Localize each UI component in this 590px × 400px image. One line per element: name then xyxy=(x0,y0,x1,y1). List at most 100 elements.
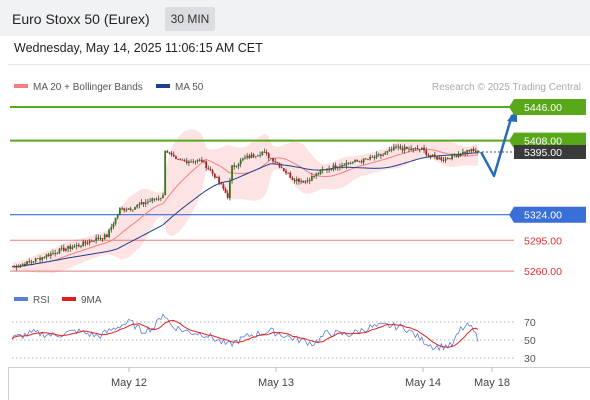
candle-body xyxy=(468,149,471,152)
candle-body xyxy=(464,151,466,153)
candle-body xyxy=(99,238,102,240)
rsi-9ma-line xyxy=(11,319,479,348)
candle-body xyxy=(196,160,199,162)
candle-body xyxy=(131,209,134,211)
candle-body xyxy=(390,149,393,151)
ma50-line xyxy=(11,152,479,268)
instrument-title: Euro Stoxx 50 (Eurex) xyxy=(12,11,150,27)
candle-body xyxy=(326,169,328,171)
last-price-label: 5395.00 xyxy=(524,147,562,159)
candle-body xyxy=(47,254,50,257)
time-tick-label: May 13 xyxy=(258,377,294,389)
level-label-5260.00: 5260.00 xyxy=(524,266,562,278)
candle-body xyxy=(19,264,22,267)
candle-body xyxy=(67,246,69,249)
candle-body xyxy=(90,240,93,242)
candle-body xyxy=(71,247,74,249)
candle-body xyxy=(440,157,443,161)
candle-body xyxy=(192,161,195,163)
candle-body xyxy=(142,202,145,205)
candle-body xyxy=(388,149,391,152)
candle-body xyxy=(347,162,350,164)
candle-body xyxy=(319,170,322,174)
candle-body xyxy=(451,154,454,160)
candle-body xyxy=(118,208,121,215)
candle-body xyxy=(291,177,294,181)
candle-body xyxy=(244,157,246,159)
candle-body xyxy=(367,159,369,161)
candle-body xyxy=(421,147,423,150)
candle-body xyxy=(49,253,52,257)
candle-body xyxy=(310,176,313,181)
candle-body xyxy=(416,148,419,150)
candle-body xyxy=(181,159,184,161)
candle-body xyxy=(272,157,274,162)
candle-body xyxy=(287,172,290,174)
candle-body xyxy=(280,167,283,169)
candle-body xyxy=(168,152,171,154)
candle-body xyxy=(213,173,216,178)
candle-body xyxy=(52,253,54,254)
candle-body xyxy=(164,151,167,196)
candle-body xyxy=(166,151,169,153)
candle-body xyxy=(129,208,132,210)
candle-body xyxy=(56,253,59,255)
candle-body xyxy=(127,208,130,210)
candle-body xyxy=(209,169,212,171)
candle-body xyxy=(220,182,223,185)
legend-rsi-swatch xyxy=(14,297,28,301)
candle-body xyxy=(112,223,115,228)
legend-ma20-swatch xyxy=(14,84,28,88)
candle-body xyxy=(274,161,277,163)
candle-body xyxy=(110,227,113,230)
legend-ma50-label: MA 50 xyxy=(175,82,204,93)
candle-body xyxy=(254,156,257,158)
candle-body xyxy=(259,154,262,156)
time-axis: May 12 May 13 May 14 May 18 xyxy=(111,367,510,389)
candle-body xyxy=(179,159,182,161)
time-axis-frame xyxy=(8,367,590,400)
candle-body xyxy=(86,243,89,244)
level-label-5324.00: 5324.00 xyxy=(524,210,562,222)
candle-body xyxy=(351,161,354,164)
candle-body xyxy=(75,245,78,247)
interval-button[interactable]: 30 MIN xyxy=(165,7,215,31)
ma20-line xyxy=(11,148,479,268)
candle-body xyxy=(418,149,421,151)
candle-body xyxy=(263,151,266,153)
candle-body xyxy=(293,180,296,182)
candle-body xyxy=(218,177,221,183)
candle-body xyxy=(298,178,300,182)
candle-body xyxy=(300,180,302,182)
candle-body xyxy=(15,265,18,268)
candle-body xyxy=(26,261,29,266)
candle-body xyxy=(175,156,177,159)
rsi-tick-50: 50 xyxy=(524,335,536,347)
candle-body xyxy=(203,161,205,163)
candle-body xyxy=(136,205,139,208)
candle-body xyxy=(200,159,203,162)
candle-body xyxy=(410,148,413,150)
candle-body xyxy=(41,257,44,260)
candle-body xyxy=(332,165,335,170)
candle-body xyxy=(382,154,384,156)
candle-body xyxy=(362,158,365,163)
candle-body xyxy=(446,158,449,160)
last-price-tag xyxy=(514,145,586,160)
candle-body xyxy=(216,177,218,178)
moving-averages xyxy=(11,148,479,268)
candle-body xyxy=(185,160,188,163)
level-tag-5446.00 xyxy=(509,99,586,116)
candle-body xyxy=(183,160,186,162)
time-tick-label: May 14 xyxy=(405,377,441,389)
level-label-5295.00: 5295.00 xyxy=(524,235,562,247)
candle-body xyxy=(82,241,85,247)
rsi-gridlines: 70 50 30 xyxy=(12,317,536,365)
candle-body xyxy=(423,147,425,151)
candle-body xyxy=(395,146,397,148)
candle-body xyxy=(93,240,95,242)
candle-body xyxy=(222,184,225,190)
time-tick-label: May 12 xyxy=(111,377,147,389)
candle-body xyxy=(330,169,333,170)
